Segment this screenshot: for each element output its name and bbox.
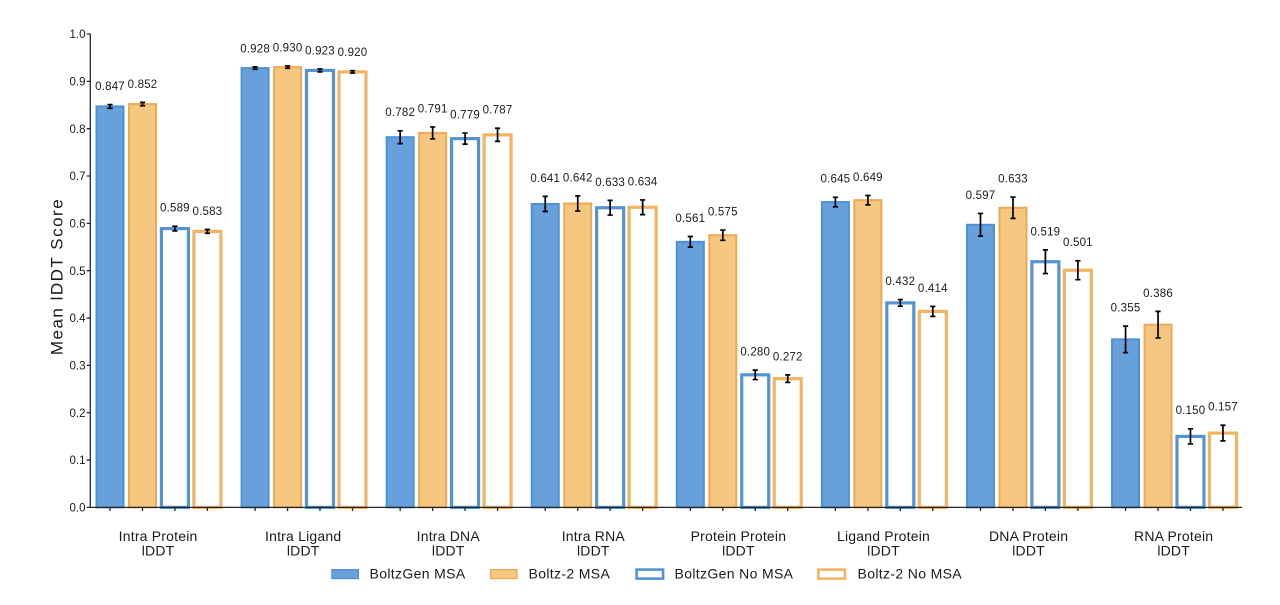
svg-text:0.597: 0.597 xyxy=(966,190,996,202)
svg-text:Intra Protein: Intra Protein xyxy=(119,528,198,544)
svg-text:0.519: 0.519 xyxy=(1030,226,1060,238)
svg-text:0.923: 0.923 xyxy=(305,45,335,57)
svg-text:0.583: 0.583 xyxy=(193,206,223,218)
svg-text:0.355: 0.355 xyxy=(1111,302,1141,314)
svg-text:0.791: 0.791 xyxy=(418,103,448,115)
svg-text:0.272: 0.272 xyxy=(773,351,803,363)
svg-text:BoltzGen MSA: BoltzGen MSA xyxy=(370,566,466,582)
svg-text:lDDT: lDDT xyxy=(432,543,465,559)
svg-text:0.8: 0.8 xyxy=(70,124,86,136)
svg-text:0.432: 0.432 xyxy=(885,276,915,288)
svg-text:0.150: 0.150 xyxy=(1176,405,1206,417)
svg-text:0.4: 0.4 xyxy=(70,313,87,325)
svg-text:lDDT: lDDT xyxy=(1157,543,1190,559)
svg-text:DNA Protein: DNA Protein xyxy=(989,528,1068,544)
svg-text:Intra Ligand: Intra Ligand xyxy=(265,528,341,544)
svg-text:0.9: 0.9 xyxy=(70,76,86,88)
svg-text:lDDT: lDDT xyxy=(577,543,610,559)
svg-text:0.589: 0.589 xyxy=(160,203,190,215)
svg-text:0.645: 0.645 xyxy=(821,174,851,186)
svg-text:0.386: 0.386 xyxy=(1143,288,1173,300)
svg-text:0.787: 0.787 xyxy=(483,105,513,117)
svg-text:0.649: 0.649 xyxy=(853,172,883,184)
svg-text:0.3: 0.3 xyxy=(70,360,86,372)
svg-text:0.575: 0.575 xyxy=(708,206,738,218)
svg-text:0.5: 0.5 xyxy=(70,266,86,278)
svg-text:0.641: 0.641 xyxy=(530,173,560,185)
svg-text:RNA Protein: RNA Protein xyxy=(1134,528,1213,544)
svg-text:0.414: 0.414 xyxy=(918,283,948,295)
svg-text:BoltzGen No MSA: BoltzGen No MSA xyxy=(675,566,794,582)
svg-text:0.2: 0.2 xyxy=(70,408,86,420)
svg-text:1.0: 1.0 xyxy=(70,29,86,41)
svg-text:lDDT: lDDT xyxy=(867,543,900,559)
svg-text:0.633: 0.633 xyxy=(595,177,625,189)
svg-text:Intra DNA: Intra DNA xyxy=(417,528,481,544)
svg-text:0.0: 0.0 xyxy=(70,503,86,515)
svg-text:0.634: 0.634 xyxy=(628,176,658,188)
svg-text:0.1: 0.1 xyxy=(70,455,86,467)
svg-text:0.852: 0.852 xyxy=(128,79,158,91)
svg-text:0.928: 0.928 xyxy=(240,43,270,55)
svg-text:lDDT: lDDT xyxy=(142,543,175,559)
svg-text:Protein Protein: Protein Protein xyxy=(691,528,787,544)
svg-text:0.280: 0.280 xyxy=(740,347,770,359)
svg-text:0.847: 0.847 xyxy=(95,81,125,93)
svg-text:0.642: 0.642 xyxy=(563,172,593,184)
svg-text:lDDT: lDDT xyxy=(722,543,755,559)
svg-text:0.930: 0.930 xyxy=(273,42,303,54)
svg-text:0.6: 0.6 xyxy=(70,218,86,230)
svg-text:Ligand Protein: Ligand Protein xyxy=(837,528,930,544)
svg-text:Boltz-2 No MSA: Boltz-2 No MSA xyxy=(858,566,963,582)
svg-text:Mean lDDT Score: Mean lDDT Score xyxy=(47,198,66,355)
svg-text:0.561: 0.561 xyxy=(675,213,705,225)
svg-text:Boltz-2 MSA: Boltz-2 MSA xyxy=(529,566,611,582)
svg-text:0.157: 0.157 xyxy=(1208,402,1238,414)
svg-text:0.7: 0.7 xyxy=(70,171,86,183)
svg-text:0.920: 0.920 xyxy=(338,47,368,59)
svg-text:Intra RNA: Intra RNA xyxy=(562,528,626,544)
svg-text:0.633: 0.633 xyxy=(998,173,1028,185)
svg-text:0.501: 0.501 xyxy=(1063,237,1093,249)
svg-text:lDDT: lDDT xyxy=(287,543,320,559)
svg-text:0.782: 0.782 xyxy=(385,107,415,119)
svg-text:0.779: 0.779 xyxy=(450,109,480,121)
svg-text:lDDT: lDDT xyxy=(1012,543,1045,559)
